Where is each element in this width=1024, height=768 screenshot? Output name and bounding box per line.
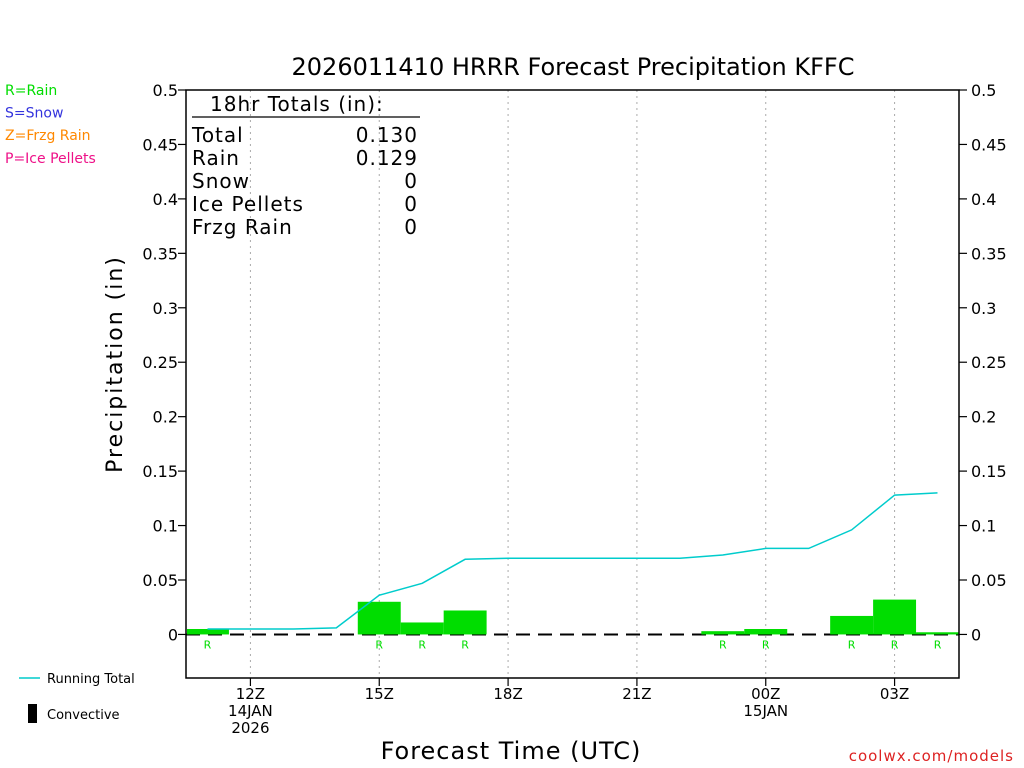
type-legend-item: R=Rain	[5, 83, 57, 99]
y-axis-right: 0 0.05 0.1 0.15 0.2 0.25 0.3 0.35 0.4 0.45 0.5	[959, 81, 1007, 644]
y-tick-label: 0.35	[971, 244, 1007, 263]
precip-type-label: R	[934, 638, 942, 651]
x-tick-label: 15Z	[365, 685, 394, 703]
precip-bar	[916, 632, 959, 635]
totals-row-value: 0	[404, 192, 418, 216]
precip-type-label: R	[461, 638, 469, 651]
totals-header: 18hr Totals (in):	[210, 92, 384, 116]
y-tick-label: 0	[971, 625, 981, 644]
totals-row-label: Frzg Rain	[192, 215, 293, 239]
precip-type-label: R	[375, 638, 383, 651]
precip-type-label: R	[848, 638, 856, 651]
convective-legend-swatch	[28, 704, 37, 723]
totals-row-value: 0	[404, 169, 418, 193]
precip-bar	[443, 610, 487, 635]
y-tick-label: 0.15	[142, 462, 178, 481]
x-tick-label: 18Z	[493, 685, 522, 703]
x-tick-label: 15JAN	[743, 702, 788, 720]
precip-bar	[357, 601, 401, 635]
precip-type-label: R	[762, 638, 770, 651]
y-tick-label: 0.2	[971, 408, 996, 427]
y-tick-label: 0.05	[142, 571, 178, 590]
x-tick-label: 14JAN	[228, 702, 273, 720]
totals-row-label: Total	[191, 123, 244, 147]
y-tick-label: 0	[168, 625, 178, 644]
y-tick-label: 0.45	[142, 135, 178, 154]
credit-link[interactable]: coolwx.com/models	[849, 747, 1014, 765]
running-total-legend-label: Running Total	[47, 672, 135, 687]
precip-type-legend: R=Rain S=Snow Z=Frzg Rain P=Ice Pellets	[5, 83, 96, 167]
y-tick-label: 0.15	[971, 462, 1007, 481]
precip-bar	[187, 629, 229, 635]
totals-row-label: Snow	[192, 169, 250, 193]
type-legend-item: S=Snow	[5, 106, 63, 122]
y-tick-label: 0.4	[153, 190, 178, 209]
x-tick-label: 2026	[231, 719, 269, 737]
y-tick-label: 0.3	[971, 299, 996, 318]
bottom-legend: Running Total Convective	[19, 672, 135, 723]
y-tick-label: 0.25	[142, 353, 178, 372]
totals-row-value: 0	[404, 215, 418, 239]
x-tick-label: 21Z	[622, 685, 651, 703]
y-tick-label: 0.3	[153, 299, 178, 318]
totals-box: 18hr Totals (in): Total 0.130 Rain 0.129 Sno…	[191, 92, 420, 239]
x-tick-label: 00Z	[751, 685, 780, 703]
vertical-grid	[249, 90, 896, 678]
x-tick-label: 12Z	[236, 685, 265, 703]
y-tick-label: 0.5	[153, 81, 178, 100]
y-tick-label: 0.5	[971, 81, 996, 100]
convective-legend-label: Convective	[47, 708, 120, 723]
type-legend-item: P=Ice Pellets	[5, 151, 96, 167]
precip-type-label: R	[891, 638, 899, 651]
totals-row-label: Rain	[192, 146, 240, 170]
totals-row-value: 0.130	[356, 123, 418, 147]
y-axis-left: 0 0.05 0.1 0.15 0.2 0.25 0.3 0.35 0.4 0.45 0.5	[142, 81, 186, 644]
y-tick-label: 0.1	[971, 517, 996, 536]
totals-row-label: Ice Pellets	[192, 192, 304, 216]
y-tick-label: 0.05	[971, 571, 1007, 590]
running-total-line	[207, 492, 938, 630]
y-tick-label: 0.1	[153, 517, 178, 536]
y-tick-label: 0.4	[971, 190, 996, 209]
y-tick-label: 0.25	[971, 353, 1007, 372]
type-legend-item: Z=Frzg Rain	[5, 128, 91, 144]
running-total-series	[207, 492, 938, 630]
precip-bar	[830, 615, 874, 635]
chart-title: 2026011410 HRRR Forecast Precipitation K…	[292, 53, 855, 81]
precip-type-label: R	[418, 638, 426, 651]
totals-row-value: 0.129	[356, 146, 418, 170]
precip-type-label: R	[719, 638, 727, 651]
x-tick-label: 03Z	[880, 685, 909, 703]
y-tick-label: 0.35	[142, 244, 178, 263]
x-axis-label: Forecast Time (UTC)	[381, 737, 642, 765]
precip-bar	[400, 622, 444, 635]
y-tick-label: 0.45	[971, 135, 1007, 154]
y-axis-label: Precipitation (in)	[103, 255, 128, 473]
y-tick-label: 0.2	[153, 408, 178, 427]
precip-bar	[873, 599, 917, 635]
precip-bar	[744, 629, 788, 635]
hourly-precip-bars	[187, 599, 959, 635]
totals-rows: Total 0.130 Rain 0.129 Snow 0 Ice Pellets 0 Frzg…	[191, 123, 418, 239]
precip-bar	[701, 631, 745, 635]
precip-type-label: R	[204, 638, 212, 651]
plot-frame	[185, 89, 960, 679]
